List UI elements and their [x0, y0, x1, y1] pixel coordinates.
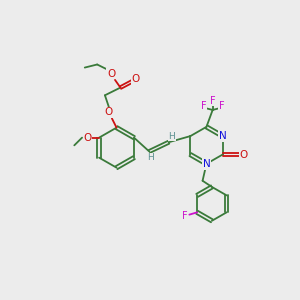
Text: N: N [219, 131, 226, 141]
Text: O: O [105, 107, 113, 117]
Text: H: H [168, 132, 175, 141]
Text: O: O [107, 69, 115, 79]
Text: F: F [182, 211, 188, 221]
Text: F: F [210, 96, 215, 106]
Text: O: O [83, 133, 92, 142]
Text: H: H [147, 153, 154, 162]
Text: O: O [239, 150, 247, 160]
Text: N: N [202, 159, 210, 169]
Text: O: O [132, 74, 140, 84]
Text: F: F [219, 101, 225, 111]
Text: F: F [200, 101, 206, 111]
